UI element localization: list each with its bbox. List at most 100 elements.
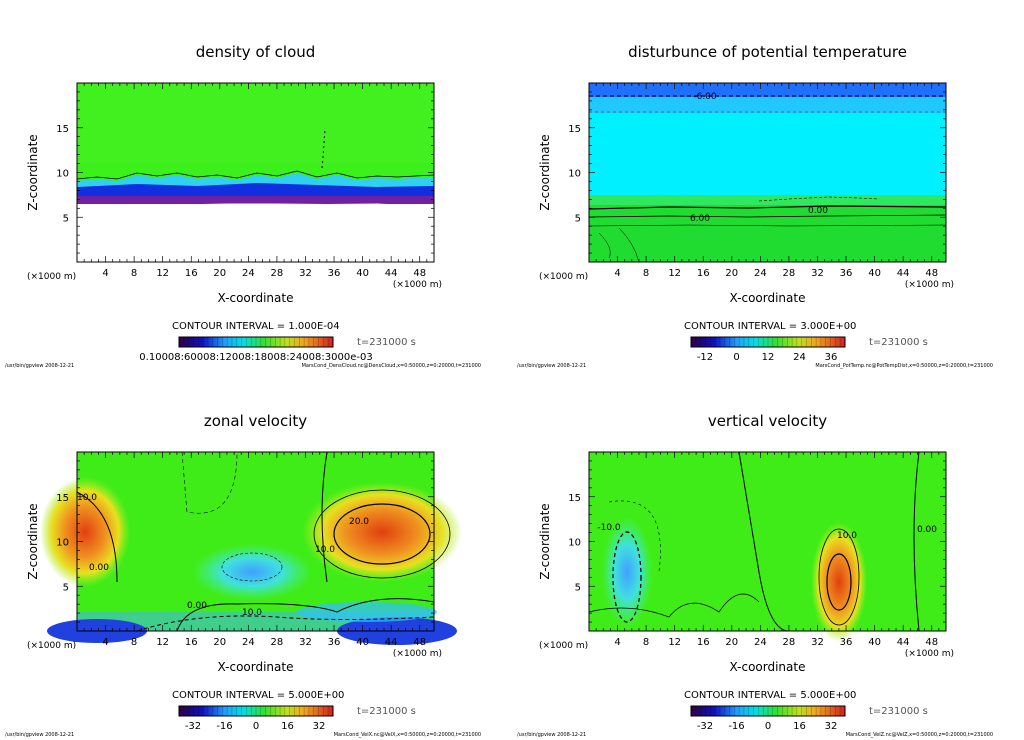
x-unit-left: (×1000 m)	[539, 272, 588, 282]
contour-label: -6.00	[693, 92, 717, 102]
zonal-velocity-field	[40, 451, 462, 645]
vertical-velocity-field	[588, 451, 946, 642]
x-unit-right: (×1000 m)	[905, 649, 954, 659]
chart-title: disturbunce of potential temperature	[628, 43, 907, 61]
potential-temperature-field	[588, 83, 947, 263]
x-tick-label: 12	[156, 268, 169, 279]
contour-label: 10.0	[315, 545, 335, 555]
x-tick-label: 4	[102, 637, 108, 648]
x-tick-label: 28	[783, 637, 796, 648]
potential-temperature-panel: disturbunce of potential temperature 4 8 12…	[517, 43, 993, 369]
x-tick-label: 24	[754, 637, 767, 648]
x-unit-right: (×1000 m)	[393, 649, 442, 659]
footer-right: MarsCond_VelX.nc@VelX,x=0:50000,z=0:2000…	[334, 732, 481, 738]
x-tick-label: 36	[328, 268, 341, 279]
contour-label: 0.00	[917, 525, 937, 535]
x-tick-label: 12	[156, 637, 169, 648]
x-tick-label: 28	[271, 268, 284, 279]
x-axis-label: X-coordinate	[218, 291, 294, 305]
x-tick-label: 8	[131, 637, 137, 648]
x-tick-label: 44	[897, 268, 910, 279]
x-tick-label: 40	[868, 268, 881, 279]
x-tick-label: 4	[614, 637, 620, 648]
colorbar-label: -12	[697, 352, 713, 363]
z-tick-label: 10	[56, 538, 69, 549]
time-label: t=231000 s	[357, 706, 416, 717]
contour-label: -10.0	[597, 523, 621, 533]
x-tick-label: 48	[413, 268, 426, 279]
x-tick-label: 36	[840, 637, 853, 648]
x-tick-label: 48	[413, 637, 426, 648]
x-axis-label: X-coordinate	[218, 660, 294, 674]
z-tick-label: 5	[575, 582, 581, 593]
x-tick-label: 12	[668, 637, 681, 648]
x-tick-label: 32	[811, 268, 824, 279]
x-tick-label: 24	[242, 637, 255, 648]
footer-left: /usr/bin/gpview 2008-12-21	[517, 732, 586, 738]
time-label: t=231000 s	[869, 337, 928, 348]
colorbar-label: -32	[185, 721, 201, 732]
x-unit-left: (×1000 m)	[539, 641, 588, 651]
x-tick-label: 20	[213, 268, 226, 279]
colorbar-label: -16	[216, 721, 232, 732]
x-tick-label: 20	[213, 637, 226, 648]
contour-interval: CONTOUR INTERVAL = 1.000E-04	[172, 321, 340, 332]
x-tick-label: 48	[925, 268, 938, 279]
chart-title: zonal velocity	[204, 412, 307, 430]
x-unit-left: (×1000 m)	[27, 641, 76, 651]
density-of-cloud-field	[76, 83, 435, 262]
z-axis-label: Z-coordinate	[26, 503, 40, 579]
x-unit-right: (×1000 m)	[393, 280, 442, 290]
colorbar-label: 32	[313, 721, 326, 732]
contour-label: 0.00	[187, 601, 207, 611]
contour-label: 10.0	[77, 493, 97, 503]
colorbar-label: -32	[697, 721, 713, 732]
x-tick-label: 32	[299, 637, 312, 648]
contour-interval: CONTOUR INTERVAL = 3.000E+00	[684, 321, 856, 332]
z-axis-label: Z-coordinate	[538, 134, 552, 210]
colorbar-label: 0	[253, 721, 259, 732]
x-tick-label: 44	[385, 268, 398, 279]
colorbar-label: 24	[793, 352, 806, 363]
x-tick-label: 28	[271, 637, 284, 648]
z-tick-label: 15	[568, 493, 581, 504]
x-tick-label: 40	[356, 637, 369, 648]
contour-label: 20.0	[349, 517, 369, 527]
z-tick-label: 5	[63, 582, 69, 593]
colorbar-label: 12	[762, 352, 775, 363]
x-tick-label: 24	[242, 268, 255, 279]
footer-right: MarsCond_VelZ.nc@VelZ,x=0:50000,z=0:2000…	[846, 732, 993, 738]
x-tick-label: 40	[868, 637, 881, 648]
x-tick-label: 44	[385, 637, 398, 648]
chart-title: vertical velocity	[708, 412, 827, 430]
x-tick-label: 20	[725, 268, 738, 279]
x-tick-label: 4	[614, 268, 620, 279]
x-tick-label: 16	[697, 637, 710, 648]
x-unit-left: (×1000 m)	[27, 272, 76, 282]
time-label: t=231000 s	[869, 706, 928, 717]
x-axis-label: X-coordinate	[730, 660, 806, 674]
z-tick-label: 10	[568, 538, 581, 549]
x-tick-label: 12	[668, 268, 681, 279]
x-tick-label: 16	[697, 268, 710, 279]
x-tick-label: 8	[131, 268, 137, 279]
x-axis-label: X-coordinate	[730, 291, 806, 305]
x-unit-right: (×1000 m)	[905, 280, 954, 290]
x-tick-label: 24	[754, 268, 767, 279]
z-tick-label: 5	[63, 213, 69, 224]
contour-label: 0.00	[808, 206, 828, 216]
x-tick-label: 8	[643, 637, 649, 648]
footer-right: MarsCond_DensCloud.nc@DensCloud,x=0:5000…	[302, 363, 481, 369]
z-axis-label: Z-coordinate	[26, 134, 40, 210]
z-tick-label: 10	[56, 169, 69, 180]
chart-title: density of cloud	[196, 43, 316, 61]
footer-left: /usr/bin/gpview 2008-12-21	[5, 732, 74, 738]
contour-label: 0.00	[89, 563, 109, 573]
footer-right: MarsCond_PotTemp.nc@PotTempDist,x=0:5000…	[815, 363, 993, 369]
colorbar-label: 16	[793, 721, 806, 732]
x-tick-label: 16	[185, 268, 198, 279]
